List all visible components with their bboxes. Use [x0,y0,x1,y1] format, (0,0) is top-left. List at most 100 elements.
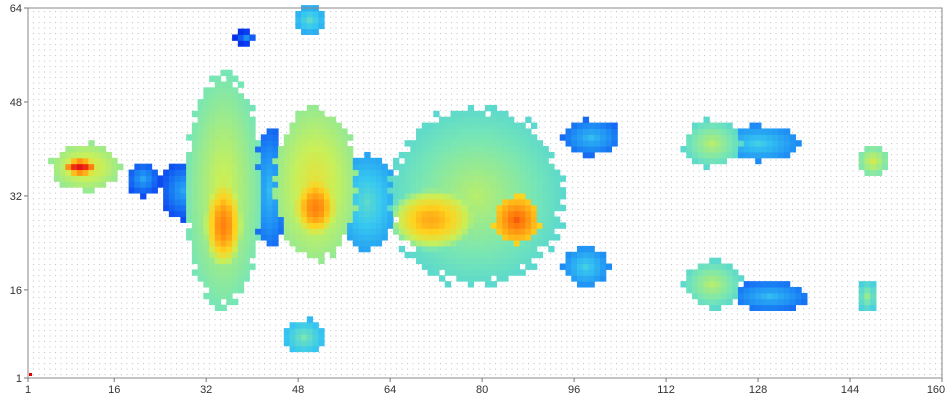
heatmap-cell [329,146,337,153]
heatmap-cell [427,175,434,182]
heatmap-cell [335,204,342,212]
heatmap-cell [237,251,245,259]
heatmap-cell [485,281,492,288]
heatmap-cell [301,116,308,124]
heatmap-cell [180,193,187,200]
heatmap-cell [243,28,250,35]
heatmap-cell [766,140,773,147]
heatmap-cell [59,163,66,171]
heatmap-cell [473,146,480,153]
heatmap-cell [870,281,877,288]
heatmap-cell [576,263,584,270]
heatmap-cell [439,187,446,194]
heatmap-cell [335,163,342,171]
heatmap-cell [508,134,515,141]
heatmap-cell [232,134,239,141]
heatmap-cell [444,181,452,188]
heatmap-cell [726,128,733,135]
heatmap-cell [197,216,204,223]
heatmap-cell [306,251,314,259]
heatmap-cell [456,122,463,129]
heatmap-cell [444,128,452,135]
heatmap-cell [536,210,544,218]
heatmap-cell [760,298,768,306]
heatmap-cell [99,157,107,165]
heatmap-cell [203,204,210,212]
heatmap-cell [490,257,498,265]
heatmap-cell [393,204,400,212]
heatmap-cell [358,222,365,229]
heatmap-cell [421,122,429,129]
heatmap-cell [220,122,227,129]
heatmap-cell [226,169,233,176]
heatmap-cell [329,134,337,141]
heatmap-cell [237,181,245,188]
heatmap-cell [306,345,314,353]
y-tick-label: 1 [16,373,22,385]
heatmap-cell [726,151,733,159]
heatmap-cell [163,181,170,188]
heatmap-cell [197,275,204,282]
heatmap-cell [772,151,779,159]
heatmap-cell [703,122,710,129]
heatmap-cell [364,169,371,176]
heatmap-cell [312,328,319,335]
heatmap-cell [272,204,279,212]
heatmap-cell [266,134,273,141]
heatmap-cell [65,169,72,176]
heatmap-cell [870,157,877,165]
heatmap-cell [214,99,222,106]
heatmap-cell [364,187,371,194]
heatmap-cell [490,245,498,253]
heatmap-cell [404,193,411,200]
heatmap-cell [255,193,262,200]
heatmap-cell [490,157,498,165]
heatmap-cell [318,193,325,200]
heatmap-cell [249,116,256,124]
heatmap-cell [439,193,446,200]
heatmap-cell [168,175,176,182]
heatmap-cell [416,128,423,135]
heatmap-cell [312,216,319,223]
heatmap-cell [502,269,509,276]
heatmap-cell [220,128,227,135]
heatmap-cell [502,216,509,223]
heatmap-cell [128,187,135,194]
heatmap-cell [456,257,463,265]
heatmap-cell [456,204,463,212]
heatmap-cell [421,245,429,253]
heatmap-cell [220,275,227,282]
heatmap-cell [582,116,590,124]
heatmap-cell [312,222,319,229]
heatmap-cell [427,240,434,247]
heatmap-cell [214,81,222,88]
heatmap-cell [531,157,538,165]
heatmap-cell [456,210,463,218]
heatmap-cell [209,298,216,306]
heatmap-cell [760,140,768,147]
heatmap-cell [249,34,256,41]
heatmap-cell [191,245,199,253]
heatmap-cell [473,151,480,159]
heatmap-cell [289,228,296,235]
heatmap-cell [301,146,308,153]
heatmap-cell [743,134,751,141]
heatmap-cell [243,157,250,165]
heatmap-cell [421,257,429,265]
heatmap-cell [335,210,342,218]
heatmap-cell [375,240,383,247]
heatmap-cell [249,157,256,165]
heatmap-cell [755,140,762,147]
heatmap-cell [197,251,204,259]
heatmap-cell [237,187,245,194]
heatmap-cell [347,222,354,229]
heatmap-cell [686,151,693,159]
heatmap-cell [347,169,354,176]
heatmap-cell [410,187,417,194]
heatmap-cell [65,157,72,165]
heatmap-cell [220,99,227,106]
heatmap-cell [237,240,245,247]
heatmap-cell [226,175,233,182]
heatmap-cell [301,187,308,194]
heatmap-cell [197,198,204,206]
